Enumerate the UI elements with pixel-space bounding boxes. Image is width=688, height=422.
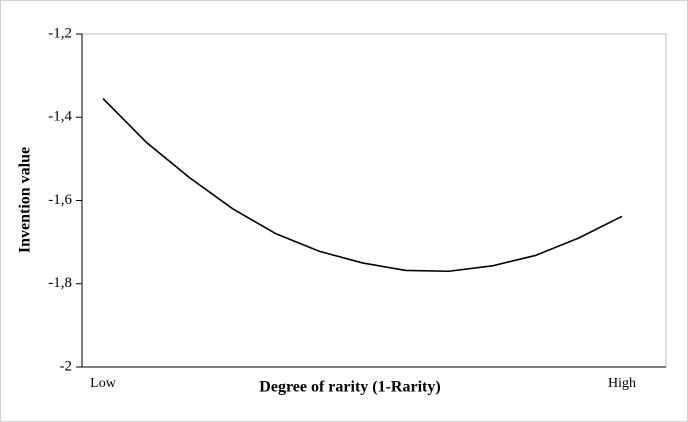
x-tick-label: High <box>608 376 636 391</box>
y-tick-label: -1,4 <box>48 109 72 125</box>
plot-area <box>81 33 667 368</box>
x-axis-title: Degree of rarity (1-Rarity) <box>259 379 440 396</box>
y-tick-label: -1,6 <box>48 192 72 208</box>
y-axis-title: Invention value <box>17 147 34 253</box>
y-tick-label: -2 <box>60 358 73 374</box>
y-tick-label: -1,2 <box>48 25 72 41</box>
line-series <box>102 97 623 273</box>
x-tick-label: Low <box>90 376 117 391</box>
y-tick-label: -1,8 <box>48 275 72 291</box>
